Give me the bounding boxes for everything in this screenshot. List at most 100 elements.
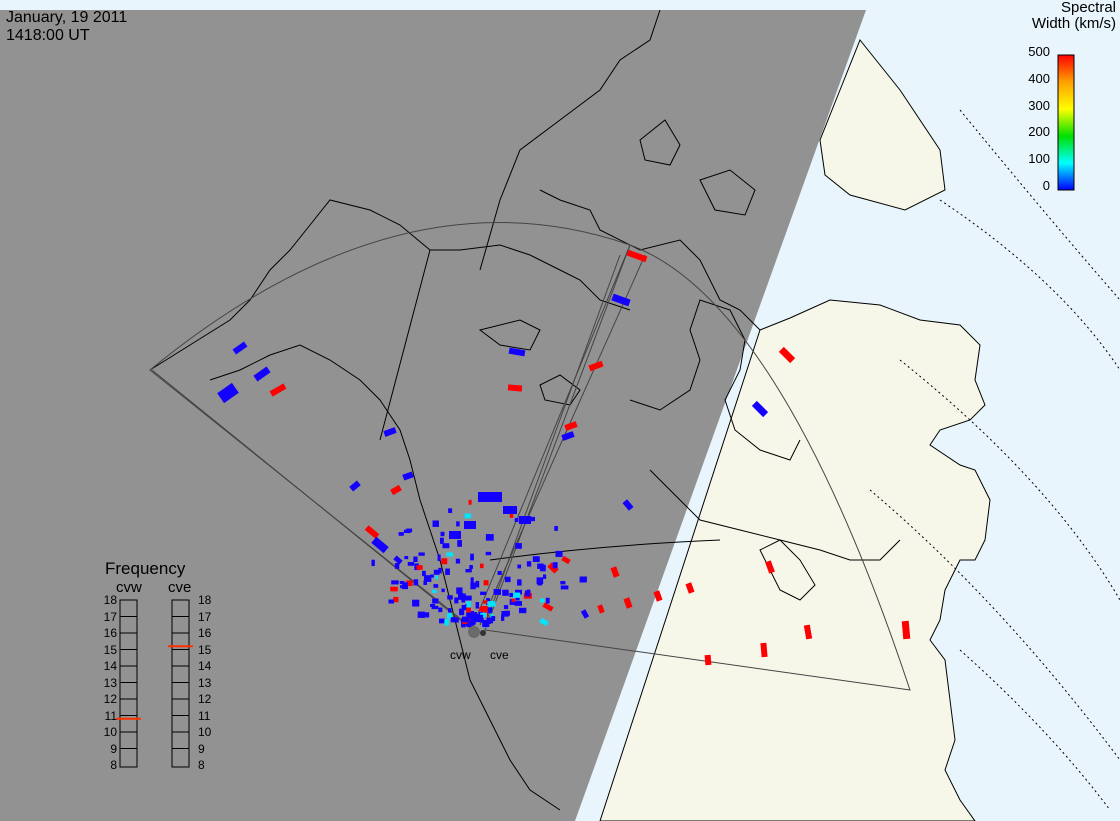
echo-cell (465, 569, 472, 573)
echo-cell (514, 601, 523, 606)
cve-frequency-tick: 9 (198, 741, 205, 756)
echo-cell (433, 584, 439, 588)
colorbar-gradient (1057, 54, 1075, 191)
echo-cell (476, 617, 483, 622)
echo-cell (487, 601, 496, 607)
echo-cell (413, 579, 419, 586)
echo-cell (508, 347, 526, 357)
echo-cell (511, 598, 515, 603)
echo-cell (371, 536, 389, 554)
echo-cell (610, 566, 620, 578)
echo-cell (464, 521, 476, 529)
radar-sites (468, 626, 486, 638)
cvw-frequency-tick: 18 (103, 593, 117, 607)
echo-cell (448, 508, 453, 513)
cvw-frequency-tick: 12 (103, 692, 117, 706)
cvw-frequency-tick: 11 (104, 708, 117, 723)
echo-cell (466, 601, 471, 608)
cve-frequency-tick: 12 (198, 692, 212, 706)
echo-cell (502, 589, 509, 596)
echo-cell (552, 562, 558, 569)
echo-cell (434, 575, 438, 580)
colorbar-tick-400: 400 (1028, 70, 1050, 86)
site-cve-marker (480, 630, 486, 636)
echo-cell (364, 525, 380, 539)
cve-frequency-tick: 11 (198, 708, 211, 723)
time-label: 1418:00 UT (6, 27, 90, 44)
echo-cell (560, 581, 566, 585)
echo-cell (394, 563, 400, 569)
colorbar-tick-100: 100 (1028, 151, 1050, 167)
colorbar-title-line1: Spectral (1060, 0, 1116, 16)
echo-cell (528, 516, 535, 522)
cve-frequency-tick: 10 (198, 725, 212, 739)
echo-cell (509, 592, 515, 598)
echo-cell (517, 579, 522, 586)
echo-cell (446, 552, 454, 557)
echo-cell (519, 516, 531, 524)
cve-frequency-tick: 17 (198, 609, 212, 624)
echo-cell (390, 586, 398, 592)
echo-cell (447, 613, 453, 619)
colorbar-title-line2: Width (km/s) (1031, 15, 1116, 32)
echo-cell (445, 568, 450, 575)
echo-cell (469, 565, 473, 569)
echo-cell (269, 383, 287, 397)
echo-cell (450, 617, 457, 623)
boundaries (379, 249, 721, 561)
echo-cell (622, 499, 634, 511)
greenland (819, 39, 946, 211)
echo-cell (539, 617, 549, 627)
cve-frequency-tick: 14 (198, 659, 212, 673)
echo-cell (542, 602, 554, 612)
echo-cell (504, 576, 511, 583)
echo-cell (623, 597, 633, 609)
echo-cell (390, 484, 402, 496)
echo-cell (685, 582, 695, 594)
echo-cell (470, 618, 476, 625)
echo-cell (459, 608, 465, 616)
cvw-ladder (119, 599, 138, 768)
echo-cell (422, 570, 426, 577)
echo-cell (704, 654, 712, 666)
echo-cell (461, 604, 468, 611)
echo-cell (444, 619, 449, 626)
echo-cell (461, 622, 466, 628)
echo-cell (497, 570, 502, 575)
echo-cell (493, 589, 501, 595)
echo-cell (449, 531, 461, 539)
echo-cell (253, 366, 271, 382)
echo-cell (441, 558, 448, 565)
echo-cell (560, 585, 569, 590)
colorbar-tick-300: 300 (1028, 97, 1050, 113)
echo-cell (406, 580, 413, 587)
cvw-column-label: cvw (116, 579, 142, 596)
echo-cell (454, 597, 459, 604)
echo-cell (503, 605, 509, 610)
echo-cell (482, 600, 488, 604)
echo-cell (464, 513, 472, 519)
echo-cell (416, 565, 423, 570)
colorbar-tick-500: 500 (1028, 44, 1050, 59)
cve-column-label: cve (168, 579, 192, 596)
echo-cell (403, 529, 411, 534)
cve-frequency-tick: 18 (198, 593, 212, 607)
cvw-frequency-tick: 9 (110, 741, 117, 756)
site-cvw-marker (468, 626, 480, 638)
echo-cell (423, 612, 430, 618)
echo-cell (383, 427, 397, 437)
frequency-title: Frequency (105, 559, 186, 578)
echo-cell (402, 582, 409, 590)
echo-cell (417, 611, 425, 618)
echo-cell (439, 618, 445, 624)
echo-cell (486, 617, 494, 624)
echo-cell (554, 526, 558, 531)
echo-cell (901, 620, 911, 640)
echo-cell (513, 592, 521, 598)
echo-cell (626, 249, 648, 263)
echo-cell (509, 512, 514, 518)
cvw-frequency-tick: 10 (103, 725, 117, 739)
echo-cell (545, 597, 550, 604)
cve-ladder (171, 599, 190, 768)
echo-cell (526, 561, 532, 567)
